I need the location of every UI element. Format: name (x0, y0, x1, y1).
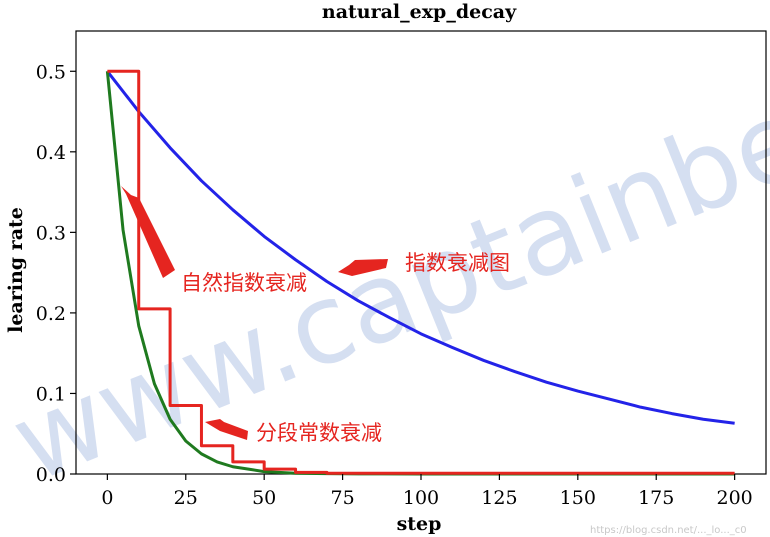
series-layer (105, 69, 735, 476)
y-tick-label: 0.1 (36, 383, 66, 405)
series-line-0 (106, 70, 735, 425)
x-tick-label: 150 (560, 487, 596, 509)
x-tick-label: 175 (638, 487, 674, 509)
y-tick-label: 0.5 (36, 61, 66, 83)
x-tick-label: 25 (174, 487, 198, 509)
y-tick-label: 0.4 (36, 142, 66, 164)
series-line-2 (107, 69, 735, 475)
chart-title: natural_exp_decay (322, 1, 517, 23)
annotation-arrow-piecewise (205, 419, 248, 440)
x-tick-label: 75 (330, 487, 354, 509)
x-tick-label: 100 (403, 487, 439, 509)
y-axis-ticks: 0.0 0.1 0.2 0.3 0.4 0.5 (36, 61, 76, 486)
annotation-piecewise: 分段常数衰减 (256, 421, 382, 445)
annotation-arrow-natural-exp (121, 186, 175, 278)
x-tick-label: 50 (252, 487, 276, 509)
y-tick-label: 0.2 (36, 303, 66, 325)
annotation-arrow-exp (338, 259, 388, 276)
x-tick-label: 200 (717, 487, 753, 509)
x-tick-label: 125 (481, 487, 517, 509)
annotation-exp: 指数衰减图 (405, 251, 510, 275)
annotation-natural-exp: 自然指数衰减 (181, 271, 307, 295)
y-tick-label: 0.0 (36, 464, 66, 486)
annotation-layer: 自然指数衰减 指数衰减图 分段常数衰减 (121, 186, 510, 445)
credit-watermark: https://blog.csdn.net/..._lo..._c0 (590, 525, 747, 536)
x-axis-title: step (397, 513, 442, 535)
x-axis-ticks: 0 25 50 75 100 125 150 175 200 (101, 474, 753, 509)
y-axis-title: learing rate (5, 207, 27, 333)
watermark-text: www.captainbed.net (0, 0, 770, 507)
watermark: www.captainbed.net (0, 0, 770, 507)
x-tick-label: 0 (101, 487, 113, 509)
y-tick-label: 0.3 (36, 222, 66, 244)
